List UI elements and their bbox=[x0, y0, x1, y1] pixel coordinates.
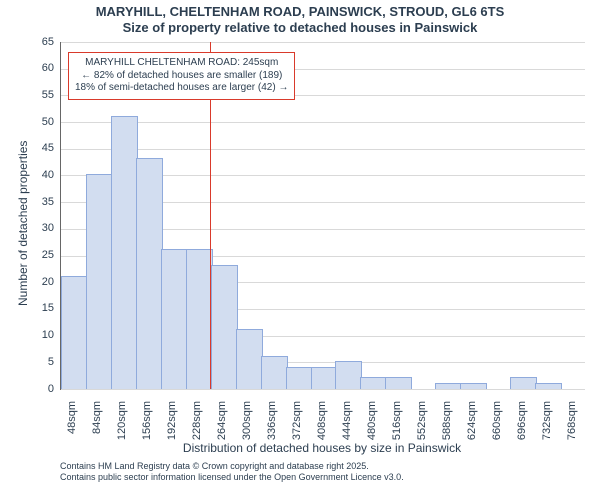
gridline bbox=[61, 149, 585, 150]
y-tick-label: 25 bbox=[28, 249, 54, 261]
x-tick-label: 48sqm bbox=[66, 401, 78, 434]
chart-container: MARYHILL, CHELTENHAM ROAD, PAINSWICK, ST… bbox=[0, 0, 600, 500]
x-tick-label: 588sqm bbox=[441, 401, 453, 440]
y-tick-label: 15 bbox=[28, 302, 54, 314]
gridline bbox=[61, 389, 585, 390]
y-tick-label: 20 bbox=[28, 276, 54, 288]
callout-box: MARYHILL CHELTENHAM ROAD: 245sqm ← 82% o… bbox=[68, 52, 295, 100]
callout-line-1: MARYHILL CHELTENHAM ROAD: 245sqm bbox=[75, 57, 288, 70]
title-line-2: Size of property relative to detached ho… bbox=[0, 20, 600, 36]
x-tick-label: 660sqm bbox=[491, 401, 503, 440]
x-tick-label: 156sqm bbox=[141, 401, 153, 440]
x-tick-label: 552sqm bbox=[416, 401, 428, 440]
gridline bbox=[61, 122, 585, 123]
bar bbox=[385, 377, 412, 389]
x-tick-label: 372sqm bbox=[291, 401, 303, 440]
bar bbox=[186, 249, 213, 389]
x-tick-label: 696sqm bbox=[516, 401, 528, 440]
gridline bbox=[61, 42, 585, 43]
x-axis-title: Distribution of detached houses by size … bbox=[60, 441, 584, 455]
title-block: MARYHILL, CHELTENHAM ROAD, PAINSWICK, ST… bbox=[0, 4, 600, 37]
x-tick-label: 228sqm bbox=[191, 401, 203, 440]
y-tick-label: 50 bbox=[28, 116, 54, 128]
callout-line-2: ← 82% of detached houses are smaller (18… bbox=[75, 70, 288, 83]
bar bbox=[286, 367, 313, 389]
x-tick-label: 192sqm bbox=[166, 401, 178, 440]
bar bbox=[86, 174, 113, 389]
bar bbox=[510, 377, 537, 389]
x-tick-label: 336sqm bbox=[266, 401, 278, 440]
bar bbox=[311, 367, 338, 389]
bar bbox=[360, 377, 387, 389]
y-tick-label: 45 bbox=[28, 142, 54, 154]
y-tick-label: 30 bbox=[28, 222, 54, 234]
x-tick-label: 120sqm bbox=[116, 401, 128, 440]
y-tick-label: 40 bbox=[28, 169, 54, 181]
bar bbox=[111, 116, 138, 389]
x-tick-label: 516sqm bbox=[391, 401, 403, 440]
x-tick-label: 768sqm bbox=[566, 401, 578, 440]
y-tick-label: 10 bbox=[28, 329, 54, 341]
x-tick-label: 408sqm bbox=[316, 401, 328, 440]
y-tick-label: 35 bbox=[28, 196, 54, 208]
bar bbox=[136, 158, 163, 389]
title-line-1: MARYHILL, CHELTENHAM ROAD, PAINSWICK, ST… bbox=[0, 4, 600, 20]
attribution: Contains HM Land Registry data © Crown c… bbox=[60, 461, 404, 484]
x-tick-label: 264sqm bbox=[216, 401, 228, 440]
y-tick-label: 60 bbox=[28, 62, 54, 74]
x-tick-label: 84sqm bbox=[91, 401, 103, 434]
attribution-line-2: Contains public sector information licen… bbox=[60, 472, 404, 483]
bar bbox=[211, 265, 238, 389]
bar bbox=[61, 276, 88, 389]
callout-line-3: 18% of semi-detached houses are larger (… bbox=[75, 82, 288, 95]
attribution-line-1: Contains HM Land Registry data © Crown c… bbox=[60, 461, 404, 472]
bar bbox=[435, 383, 462, 389]
bar bbox=[261, 356, 288, 389]
bar bbox=[161, 249, 188, 389]
bar bbox=[460, 383, 487, 389]
bar bbox=[236, 329, 263, 389]
y-tick-label: 65 bbox=[28, 36, 54, 48]
x-tick-label: 444sqm bbox=[341, 401, 353, 440]
y-tick-label: 55 bbox=[28, 89, 54, 101]
bar bbox=[335, 361, 362, 389]
x-tick-label: 732sqm bbox=[541, 401, 553, 440]
x-tick-label: 624sqm bbox=[466, 401, 478, 440]
bar bbox=[535, 383, 562, 389]
y-tick-label: 5 bbox=[28, 356, 54, 368]
x-tick-label: 300sqm bbox=[241, 401, 253, 440]
y-tick-label: 0 bbox=[28, 383, 54, 395]
x-tick-label: 480sqm bbox=[366, 401, 378, 440]
